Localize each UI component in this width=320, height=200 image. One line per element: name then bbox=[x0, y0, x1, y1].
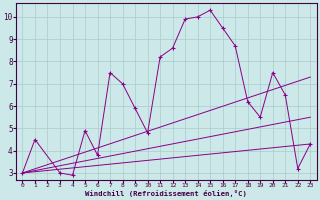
X-axis label: Windchill (Refroidissement éolien,°C): Windchill (Refroidissement éolien,°C) bbox=[85, 190, 247, 197]
